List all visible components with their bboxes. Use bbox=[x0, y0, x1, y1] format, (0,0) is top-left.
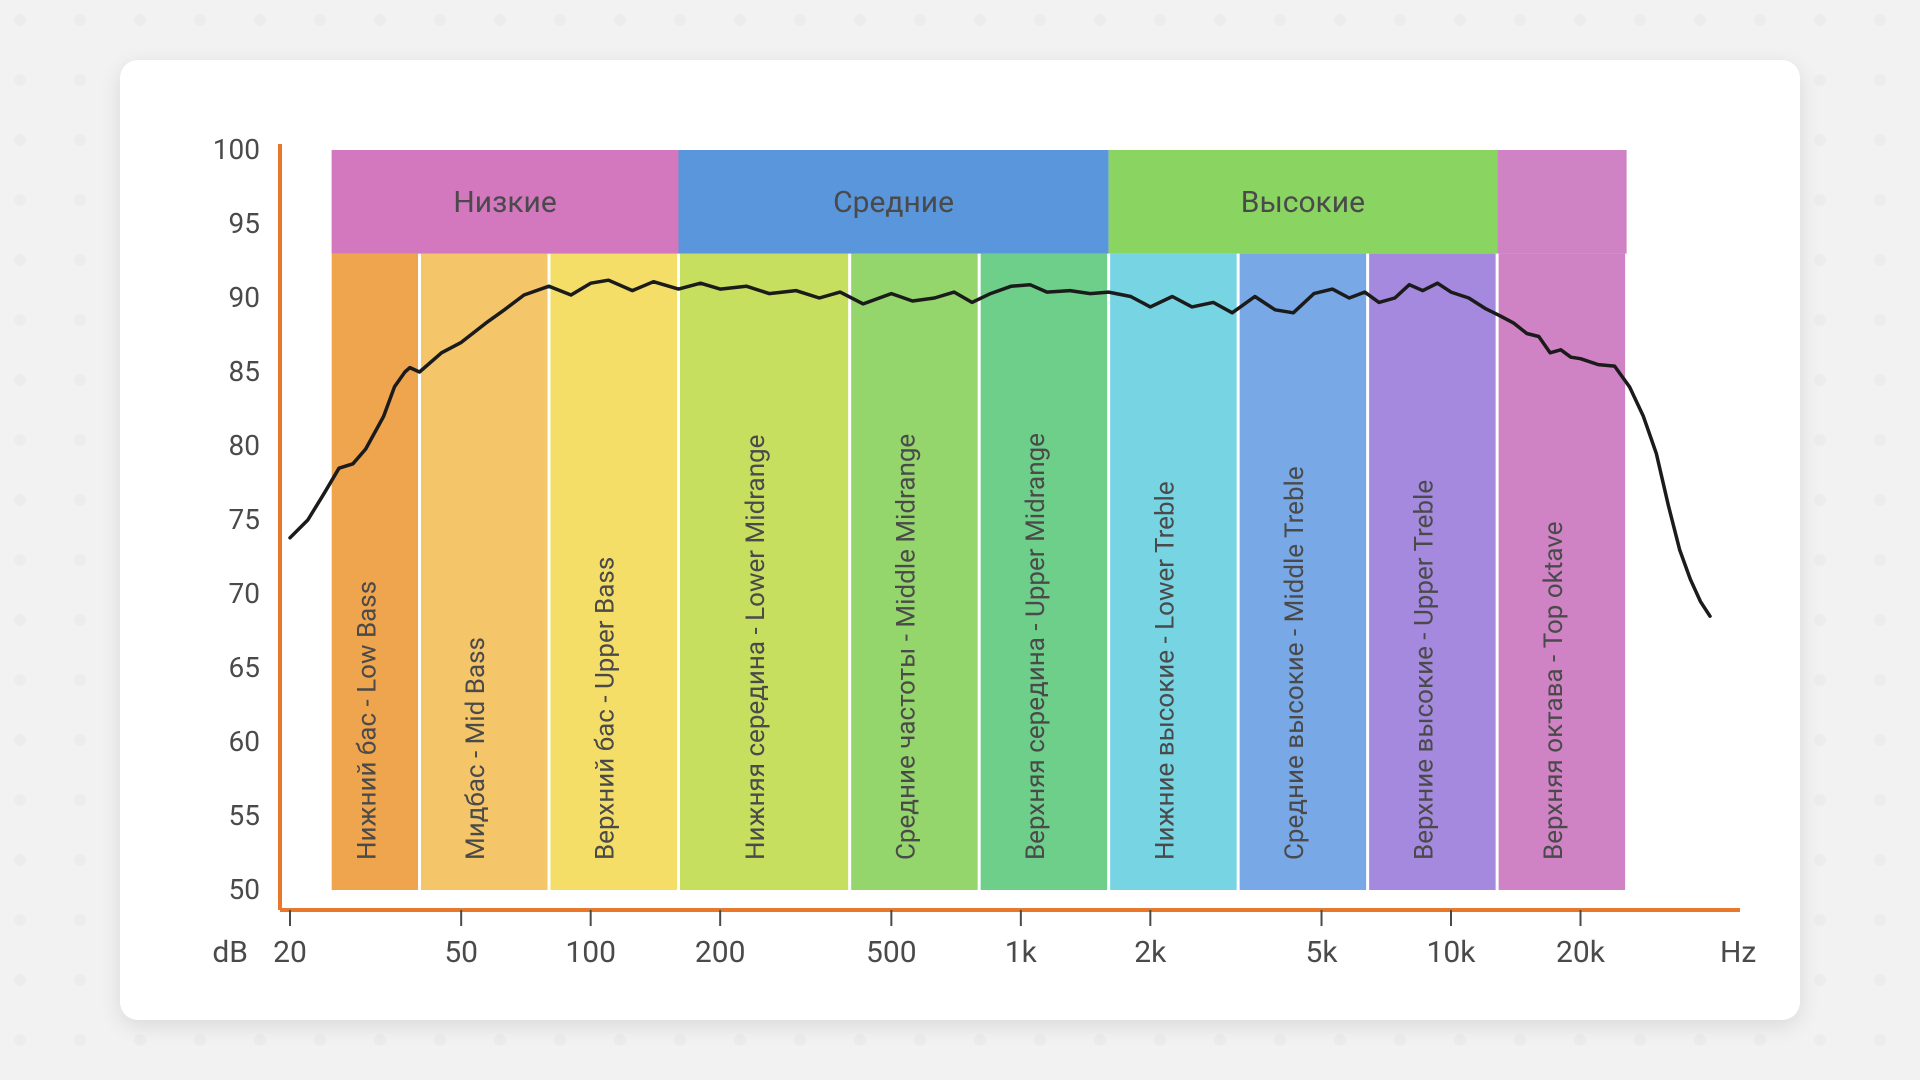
freq-band-label: Мидбас - Mid Bass bbox=[461, 637, 491, 860]
frequency-response-chart: Низкие Средние Высокие Нижний бас - Low Bas… bbox=[120, 60, 1800, 1020]
freq-group-label: Низкие bbox=[453, 185, 556, 220]
freq-group-label: Средние bbox=[833, 185, 954, 220]
y-tick-label: 85 bbox=[229, 355, 260, 388]
freq-band-label: Средние частоты - Middle Midrange bbox=[891, 434, 921, 860]
x-tick-label: 20 bbox=[273, 935, 307, 970]
x-tick-label: 1k bbox=[1005, 935, 1038, 970]
y-tick-label: 75 bbox=[229, 503, 260, 536]
y-tick-label: 70 bbox=[229, 577, 260, 610]
freq-band-label: Средние высокие - Middle Treble bbox=[1280, 466, 1310, 860]
y-tick-label: 100 bbox=[213, 133, 260, 166]
y-tick-label: 55 bbox=[229, 799, 260, 832]
freq-band-label: Нижняя середина - Lower Midrange bbox=[741, 435, 771, 860]
x-tick-label: 10k bbox=[1427, 935, 1477, 970]
freq-band-label: Нижние высокие - Lower Treble bbox=[1150, 481, 1180, 860]
y-tick-label: 60 bbox=[229, 725, 260, 758]
y-unit-label: dB bbox=[212, 935, 248, 970]
x-tick-label: 20k bbox=[1556, 935, 1606, 970]
freq-band-label: Верхние высокие - Upper Treble bbox=[1409, 480, 1439, 860]
header-band-right bbox=[1497, 150, 1626, 254]
freq-band-label: Верхняя середина - Upper Midrange bbox=[1021, 433, 1051, 860]
y-tick-label: 80 bbox=[229, 429, 260, 462]
x-tick-label: 5k bbox=[1305, 935, 1338, 970]
y-tick-label: 65 bbox=[229, 651, 260, 684]
x-unit-label: Hz bbox=[1720, 935, 1756, 970]
x-tick-label: 50 bbox=[444, 935, 478, 970]
x-tick-label: 100 bbox=[565, 935, 616, 970]
y-tick-label: 50 bbox=[229, 873, 260, 906]
freq-band-label: Верхняя октава - Top oktave bbox=[1539, 521, 1569, 860]
y-tick-label: 95 bbox=[229, 207, 260, 240]
x-tick-label: 2k bbox=[1134, 935, 1167, 970]
x-tick-label: 200 bbox=[695, 935, 746, 970]
x-tick-label: 500 bbox=[866, 935, 917, 970]
freq-group-label: Высокие bbox=[1241, 185, 1365, 220]
freq-band-label: Нижний бас - Low Bass bbox=[353, 581, 383, 860]
freq-band-label: Верхний бас - Upper Bass bbox=[591, 557, 621, 860]
y-tick-label: 90 bbox=[229, 281, 260, 314]
chart-card: Низкие Средние Высокие Нижний бас - Low Bas… bbox=[120, 60, 1800, 1020]
